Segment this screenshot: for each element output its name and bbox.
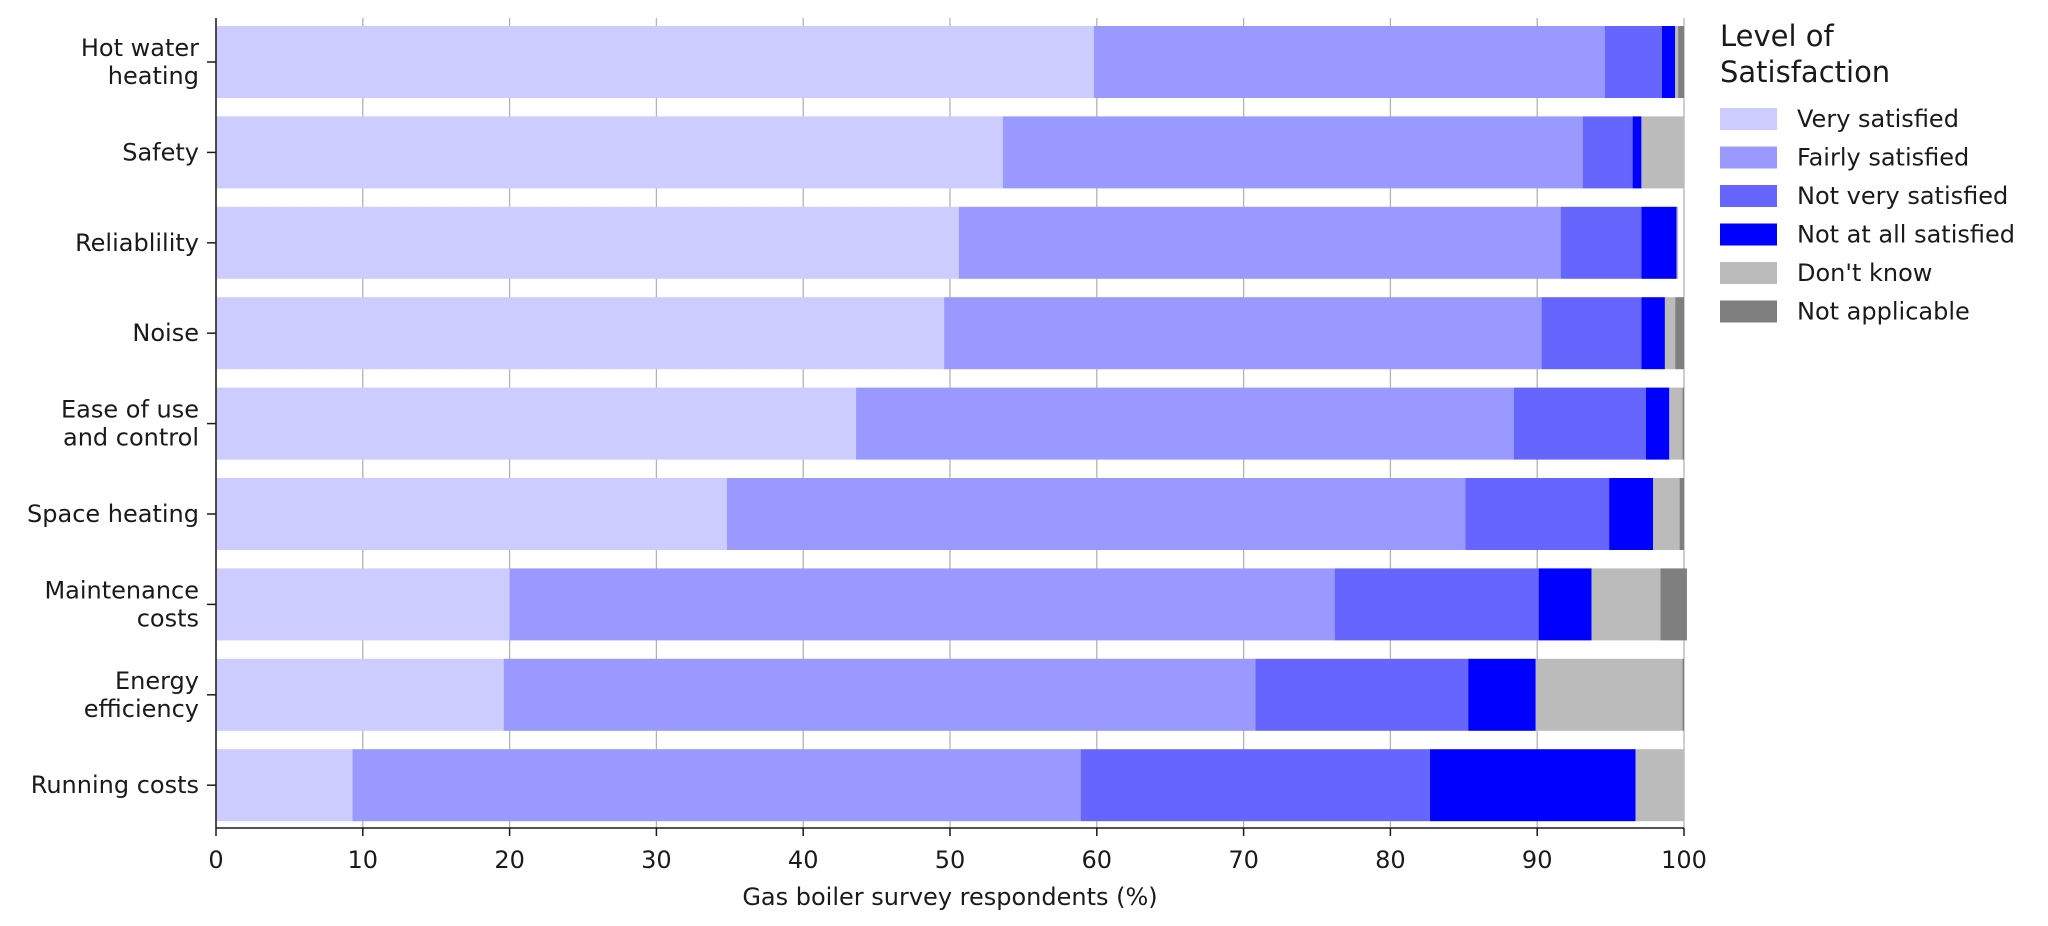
legend-item-label: Not very satisfied [1797, 182, 2008, 210]
bar-segment [1541, 297, 1642, 370]
bar-segment [1675, 297, 1684, 370]
bar-segment [1641, 206, 1677, 279]
x-axis-title: Gas boiler survey respondents (%) [742, 883, 1157, 911]
legend-swatch [1720, 108, 1777, 130]
x-tick-label: 70 [1228, 846, 1259, 874]
bar-segment [1664, 297, 1676, 370]
legend-swatch [1720, 262, 1777, 284]
bar-segment [1465, 478, 1610, 550]
y-tick-label: Space heating [27, 500, 199, 528]
bar-segment [216, 387, 857, 460]
bar-segment [503, 658, 1256, 731]
bar-segment [1430, 749, 1636, 822]
bar-segment [1676, 206, 1679, 279]
legend-title: Level of [1720, 19, 1835, 53]
x-tick-label: 40 [788, 846, 819, 874]
y-tick-label: Maintenance [44, 576, 199, 604]
bar-segment [1080, 749, 1431, 822]
bar-segment [1675, 26, 1679, 98]
bar-segment [1002, 116, 1583, 189]
legend-item-label: Fairly satisfied [1797, 144, 1969, 172]
x-tick-label: 50 [935, 846, 966, 874]
bar-segment [216, 568, 510, 641]
bar-segment [1560, 206, 1642, 279]
y-tick-label: Safety [122, 138, 199, 166]
bar-segment [1513, 387, 1646, 460]
legend-swatch [1720, 300, 1777, 323]
bars [216, 26, 1687, 822]
x-tick-label: 80 [1375, 846, 1406, 874]
bar-segment [1641, 297, 1665, 370]
x-tick-label: 90 [1522, 846, 1553, 874]
bar-segment [1609, 478, 1654, 550]
bar-segment [216, 116, 1003, 189]
bar-segment [509, 568, 1335, 641]
y-tick-label: costs [137, 604, 199, 632]
bar-segment [1682, 387, 1684, 460]
y-tick-label: Ease of use [61, 396, 199, 424]
bar-segment [1641, 116, 1684, 189]
bar-segment [726, 478, 1466, 550]
bar-segment [216, 749, 353, 822]
bar-segment [1538, 568, 1592, 641]
bar-segment [856, 387, 1514, 460]
y-tick-label: Hot water [81, 34, 199, 62]
bar-segment [1682, 658, 1684, 731]
legend-item-label: Don't know [1797, 259, 1932, 287]
legend-item-label: Not at all satisfied [1797, 221, 2015, 249]
x-axis: 0 10 20 30 40 50 60 70 80 90 100 [208, 827, 1707, 874]
x-tick-label: 100 [1661, 846, 1707, 874]
bar-segment [1535, 658, 1683, 731]
bar-segment [1582, 116, 1633, 189]
legend-title: Satisfaction [1720, 55, 1890, 89]
bar-segment [1591, 568, 1661, 641]
bar-segment [216, 297, 945, 370]
x-tick-label: 10 [348, 846, 379, 874]
legend-item-label: Not applicable [1797, 298, 1970, 326]
bar-segment [1653, 478, 1680, 550]
bar-segment [1635, 749, 1684, 822]
y-tick-label: Noise [132, 319, 199, 347]
legend-swatch [1720, 146, 1777, 169]
x-tick-label: 0 [208, 846, 223, 874]
bar-segment [1661, 26, 1676, 98]
y-tick-label: Running costs [31, 771, 199, 799]
bar-segment [216, 658, 504, 731]
y-tick-label: Reliablility [75, 229, 199, 257]
bar-segment [1669, 387, 1683, 460]
bar-segment [944, 297, 1542, 370]
x-tick-label: 30 [641, 846, 672, 874]
bar-segment [1632, 116, 1642, 189]
bar-segment [1660, 568, 1687, 641]
bar-segment [1645, 387, 1670, 460]
legend-swatch [1720, 185, 1777, 207]
bar-segment [1679, 478, 1684, 550]
bar-segment [1604, 26, 1662, 98]
bar-segment [1334, 568, 1539, 641]
x-tick-label: 20 [494, 846, 525, 874]
x-tick-label: 60 [1082, 846, 1113, 874]
bar-segment [216, 26, 1094, 98]
y-tick-label: heating [108, 62, 199, 90]
bar-segment [1678, 26, 1684, 98]
y-tick-label: and control [63, 424, 199, 452]
y-tick-label: Energy [115, 667, 199, 695]
bar-segment [1468, 658, 1536, 731]
legend-item-label: Very satisfied [1797, 105, 1959, 133]
bar-segment [216, 478, 727, 550]
bar-segment [1093, 26, 1605, 98]
bar-segment [1255, 658, 1469, 731]
bar-segment [958, 206, 1561, 279]
bar-segment [216, 206, 959, 279]
bar-segment [352, 749, 1081, 822]
legend-swatch [1720, 223, 1777, 246]
y-tick-label: efficiency [84, 695, 199, 723]
